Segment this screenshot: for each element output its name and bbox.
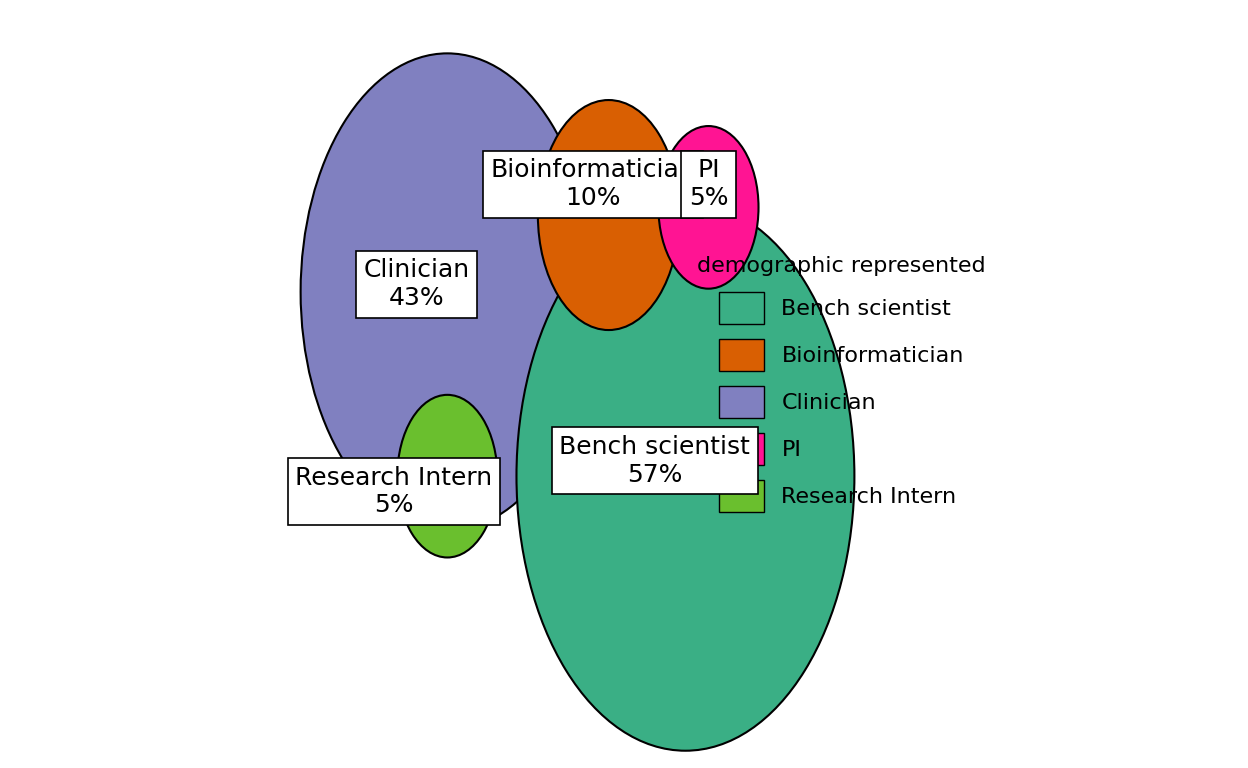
Text: Clinician
43%: Clinician 43% bbox=[363, 258, 469, 310]
Text: Bench scientist
57%: Bench scientist 57% bbox=[559, 435, 750, 487]
Text: Bioinformatician
10%: Bioinformatician 10% bbox=[490, 158, 695, 210]
Ellipse shape bbox=[538, 100, 679, 330]
Text: PI
5%: PI 5% bbox=[689, 158, 729, 210]
Text: Research Intern
5%: Research Intern 5% bbox=[295, 465, 492, 518]
Ellipse shape bbox=[659, 126, 759, 289]
Legend: Bench scientist, Bioinformatician, Clinician, PI, Research Intern: Bench scientist, Bioinformatician, Clini… bbox=[686, 246, 997, 522]
Ellipse shape bbox=[397, 395, 498, 558]
Ellipse shape bbox=[301, 53, 594, 531]
Ellipse shape bbox=[517, 201, 855, 751]
